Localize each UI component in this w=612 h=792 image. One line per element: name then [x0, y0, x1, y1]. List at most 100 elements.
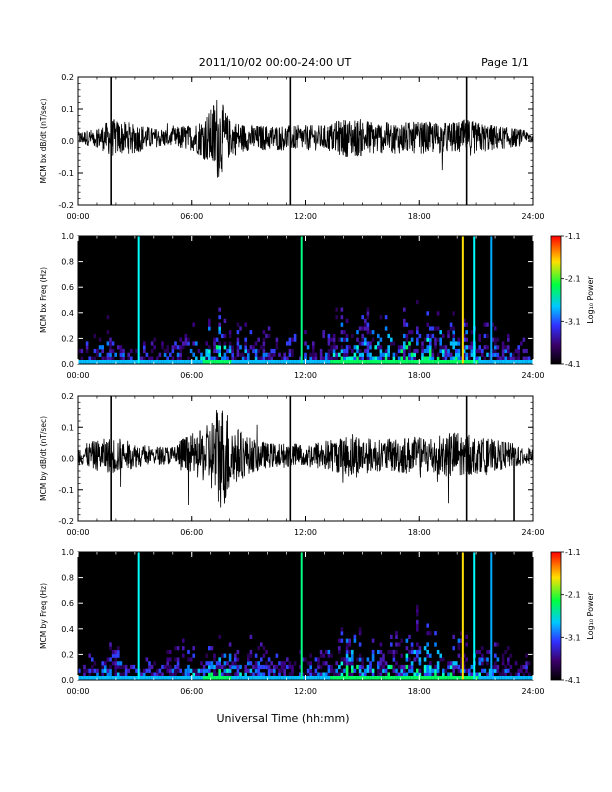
spectrogram-cell — [395, 649, 398, 655]
spectrogram-cell — [101, 664, 104, 670]
spectrogram-cell — [468, 352, 471, 357]
spectrogram-cell — [358, 627, 362, 632]
spectrogram-cell — [358, 642, 362, 647]
y-tick-label: 0.1 — [61, 105, 74, 114]
page-title: 2011/10/02 00:00-24:00 UT — [199, 56, 352, 69]
spectrogram-cell — [93, 676, 97, 680]
spectrogram-cell — [200, 661, 203, 666]
spectrogram-cell — [431, 360, 435, 364]
spectrogram-cell — [187, 672, 190, 677]
spectrogram-cell — [286, 657, 289, 662]
spectrogram-cell — [111, 360, 115, 364]
spectrogram-cell — [384, 352, 388, 357]
spectrogram-cell — [322, 356, 325, 361]
spectrogram-cell — [145, 657, 149, 662]
spectrogram-cell — [520, 341, 523, 346]
spectrogram-cell — [306, 345, 310, 350]
spectrogram-cell — [447, 352, 450, 357]
spectrogram-cell — [270, 676, 273, 680]
spectrogram-cell — [481, 360, 484, 364]
spectrogram-cell — [176, 657, 180, 662]
spectrogram-cell — [395, 360, 398, 364]
spectrogram-cell — [231, 661, 234, 666]
spectrogram-cell — [343, 348, 346, 354]
spectrogram-cell — [468, 672, 471, 677]
spectrogram-cell — [213, 676, 216, 680]
spectrogram-cell — [88, 672, 91, 677]
spectrogram-cell — [444, 676, 448, 680]
spectrogram-cell — [447, 672, 450, 677]
spectrogram-cell — [218, 664, 221, 670]
spectrogram-cell — [226, 661, 229, 666]
spectrogram-cell — [223, 318, 227, 323]
spectrogram-cell — [405, 657, 409, 662]
spectrogram-cell — [208, 318, 211, 323]
spectrogram-cell — [174, 664, 177, 670]
spectrogram-cell — [327, 649, 331, 655]
spectrogram-cell — [403, 318, 406, 323]
spectrogram-cell — [405, 337, 409, 342]
spectrogram-cell — [101, 676, 104, 680]
spectrogram-cell — [366, 311, 370, 316]
spectrogram-cell — [499, 360, 502, 364]
spectrogram-cell — [275, 345, 279, 350]
spectrogram-cell — [335, 668, 338, 673]
spectrogram-cell — [273, 360, 276, 364]
spectrogram-cell — [351, 649, 354, 655]
spectrogram-cell — [345, 356, 349, 361]
spectrogram-cell — [182, 672, 185, 677]
spectrogram-cell — [413, 360, 416, 364]
spectrogram-cell — [213, 653, 216, 658]
spectrogram-cell — [366, 345, 370, 350]
spectrogram-cell — [247, 348, 250, 354]
spectrogram-cell — [306, 672, 310, 677]
x-tick-label: 12:00 — [294, 371, 317, 380]
spectrogram-cell — [78, 668, 81, 673]
spectrogram-cell — [465, 360, 468, 364]
spectrogram-cell — [280, 668, 284, 673]
spectrogram-cell — [512, 352, 515, 357]
spectrogram-cell — [208, 668, 211, 673]
spectrogram-cell — [455, 661, 458, 666]
spectrogram-cell — [462, 360, 466, 364]
spectrogram-cell — [455, 352, 458, 357]
spectrogram-cell — [353, 356, 357, 361]
spectrogram-cell — [166, 345, 169, 350]
colorbar-tick-label: -2.1 — [565, 275, 581, 284]
spectrogram-cell — [431, 356, 435, 361]
spectrogram-cell — [262, 348, 266, 354]
spectrogram-cell — [291, 337, 294, 342]
spectrogram-cell — [410, 330, 414, 335]
spectrogram-cell — [392, 657, 396, 662]
spectrogram-cell — [460, 676, 463, 680]
spectrogram-cell — [176, 646, 180, 651]
spectrogram-cell — [236, 649, 240, 655]
spectrogram-cell — [78, 676, 81, 680]
spectrogram-cell — [501, 653, 505, 658]
spectrogram-cell — [104, 356, 107, 361]
spectrogram-cell — [184, 337, 188, 342]
spectrogram-cell — [481, 657, 484, 662]
spectrogram-cell — [366, 360, 370, 364]
spectrogram-cell — [455, 664, 458, 670]
spectrogram-cell — [309, 661, 312, 666]
spectrogram-cell — [228, 341, 232, 346]
spectrogram-cell — [106, 352, 110, 357]
spectrogram-cell — [332, 345, 336, 350]
x-tick-label: 00:00 — [66, 371, 89, 380]
spectrogram-cell — [444, 668, 448, 673]
spectrogram-cell — [254, 676, 258, 680]
spectrogram-cell — [280, 676, 284, 680]
spectrogram-cell — [174, 341, 177, 346]
spectrogram-cell — [408, 649, 411, 655]
spectrogram-cell — [405, 356, 409, 361]
spectrogram-cell — [117, 661, 120, 666]
spectrogram-cell — [397, 345, 401, 350]
spectrogram-cell — [195, 676, 198, 680]
spectrogram-cell — [254, 348, 258, 354]
spectrogram-cell — [249, 360, 253, 364]
spectrogram-cell — [153, 672, 156, 677]
spectrogram-cell — [200, 360, 203, 364]
spectrogram-cell — [507, 348, 510, 354]
spectrogram-cell — [150, 676, 154, 680]
